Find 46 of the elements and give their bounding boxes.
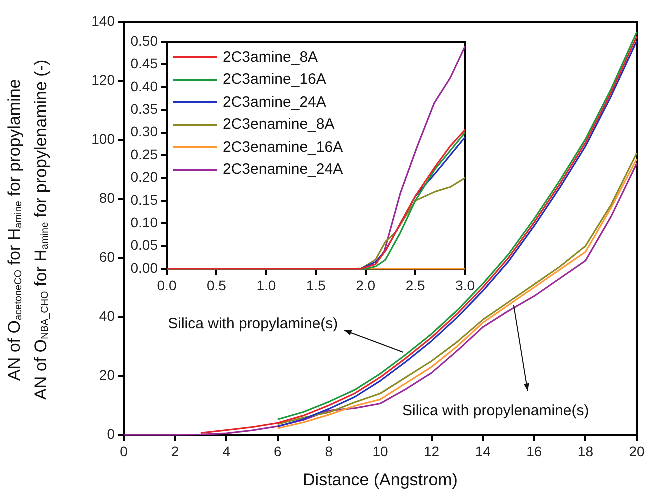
legend-label: 2C3enamine_16A: [223, 138, 344, 156]
y-tick-label: 0.40: [130, 78, 158, 94]
x-tick-label: 14: [475, 443, 492, 460]
x-tick-label: 0.5: [206, 277, 227, 294]
x-tick-label: 2: [171, 443, 180, 460]
y-tick-label: 0.45: [130, 56, 158, 72]
x-tick-label: 2.0: [356, 277, 376, 294]
y-tick-label: 60: [99, 248, 116, 265]
x-axis-title: Distance (Angstrom): [303, 470, 458, 490]
y-tick-label: 0.00: [130, 260, 158, 276]
y-tick-label: 0.20: [130, 169, 158, 186]
x-tick-label: 20: [629, 443, 645, 460]
legend-label: 2C3amine_16A: [223, 71, 326, 88]
x-tick-label: 6: [274, 443, 282, 460]
y-tick-label: 0.05: [130, 237, 158, 254]
legend-label: 2C3amine_8A: [223, 48, 318, 66]
x-tick-label: 8: [325, 443, 334, 460]
x-tick-label: 0: [120, 443, 128, 460]
y-tick-label: 20: [99, 366, 116, 383]
legend-label: 2C3enamine_24A: [223, 161, 344, 178]
annotation: Silica with propylenamine(s): [402, 402, 590, 420]
y-tick-label: 100: [92, 130, 116, 147]
x-tick-label: 16: [526, 443, 542, 460]
x-tick-label: 10: [372, 443, 388, 460]
x-tick-label: 1.0: [256, 277, 276, 294]
y-tick-label: 120: [92, 72, 116, 88]
y-tick-label: 0.30: [130, 124, 158, 140]
legend-label: 2C3enamine_8A: [223, 116, 335, 134]
y-tick-label: 0.35: [130, 100, 158, 117]
legend-label: 2C3amine_24A: [223, 94, 326, 111]
x-tick-label: 18: [578, 443, 594, 460]
y-tick-label: 0.50: [130, 32, 158, 49]
x-tick-label: 12: [424, 443, 440, 460]
y-tick-label: 140: [92, 12, 116, 29]
y-tick-label: 0.25: [130, 146, 158, 162]
x-tick-label: 0.0: [157, 277, 177, 294]
x-tick-label: 2.5: [406, 277, 426, 294]
y-tick-label: 0.10: [130, 214, 158, 230]
y-tick-label: 40: [99, 308, 116, 324]
y-tick-label: 80: [99, 190, 116, 206]
x-tick-label: 4: [222, 443, 231, 460]
annotation: Silica with propylamine(s): [168, 315, 338, 332]
y-tick-label: 0: [107, 426, 116, 442]
y-tick-label: 0.15: [130, 192, 158, 208]
x-tick-label: 1.5: [306, 277, 326, 294]
x-tick-label: 3.0: [456, 277, 476, 294]
